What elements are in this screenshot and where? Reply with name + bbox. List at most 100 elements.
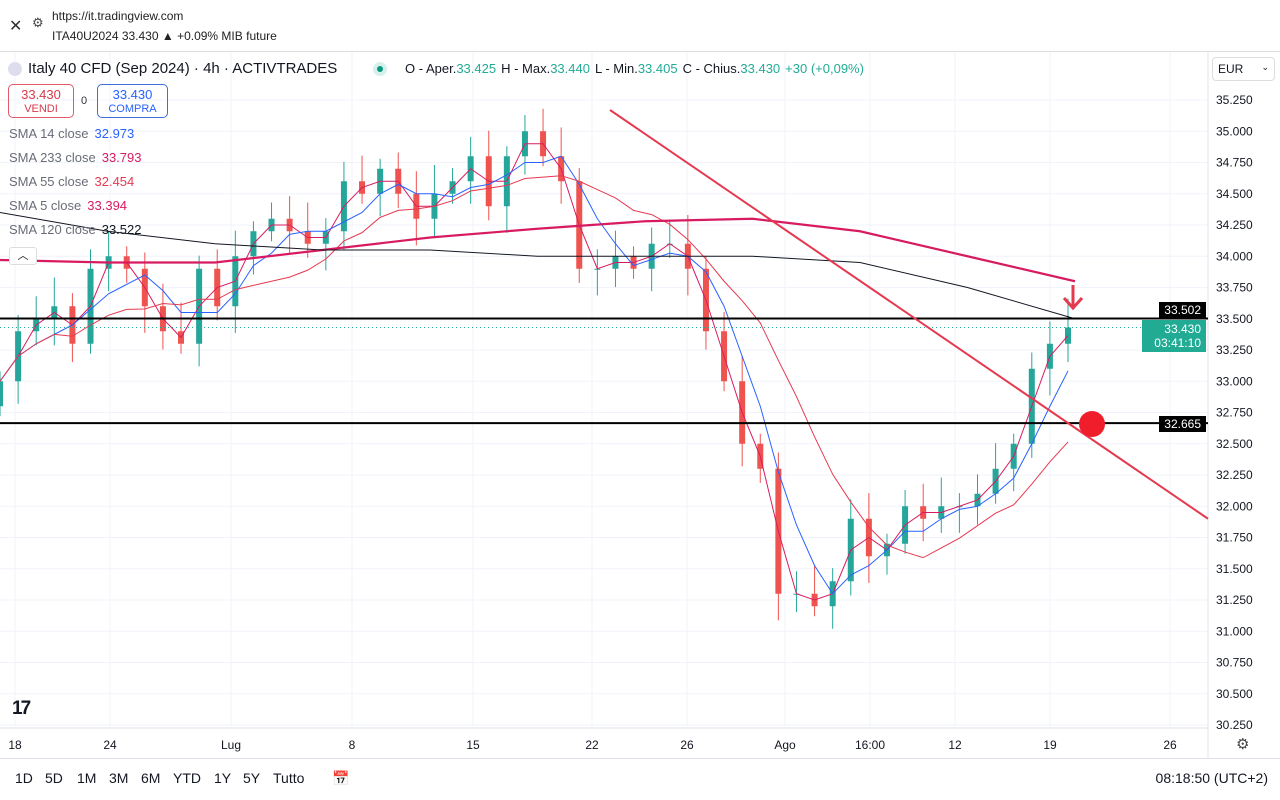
legend-name: SMA 120 close bbox=[9, 222, 96, 237]
y-tick-label: 34.500 bbox=[1216, 187, 1253, 201]
y-tick-label: 30.250 bbox=[1216, 718, 1253, 732]
currency-value: EUR bbox=[1218, 62, 1244, 76]
gear-icon[interactable]: ⚙ bbox=[1236, 736, 1250, 753]
y-tick-label: 32.750 bbox=[1216, 406, 1253, 420]
legend-item[interactable]: SMA 233 close 33.793 bbox=[9, 149, 141, 173]
browser-bar: ✕ ⚙ https://it.tradingview.com ITA40U202… bbox=[0, 0, 1280, 52]
clock: 08:18:50 (UTC+2) bbox=[1155, 770, 1268, 786]
y-tick-label: 32.000 bbox=[1216, 499, 1253, 513]
timeframe-5y[interactable]: 5Y bbox=[243, 770, 261, 786]
symbol-title-text: Italy 40 CFD (Sep 2024) · 4h · ACTIVTRAD… bbox=[28, 60, 338, 77]
y-tick-label: 33.000 bbox=[1216, 374, 1253, 388]
candle-body bbox=[0, 381, 3, 407]
symbol-logo-icon bbox=[8, 61, 22, 76]
timeframe-1d[interactable]: 1D bbox=[15, 770, 33, 786]
legend-name: SMA 14 close bbox=[9, 126, 89, 141]
y-tick-label: 35.250 bbox=[1216, 93, 1253, 107]
x-tick-label: 15 bbox=[466, 738, 480, 752]
current-price: 33.430 bbox=[1164, 322, 1201, 336]
legend-name: SMA 5 close bbox=[9, 198, 82, 213]
buy-price: 33.430 bbox=[112, 87, 153, 102]
sma-233-line bbox=[0, 217, 1076, 283]
x-tick-label: 19 bbox=[1043, 738, 1057, 752]
y-tick-label: 33.750 bbox=[1216, 281, 1253, 295]
sma-55-line bbox=[0, 175, 1069, 559]
x-tick-label: 24 bbox=[103, 738, 117, 752]
low-label: L - Min. bbox=[594, 61, 638, 76]
legend-value: 32.973 bbox=[94, 126, 135, 141]
spread: 0 bbox=[81, 95, 88, 107]
legend-item[interactable]: SMA 14 close 32.973 bbox=[9, 125, 141, 149]
timeframe-3m[interactable]: 3M bbox=[109, 770, 129, 786]
y-tick-label: 32.250 bbox=[1216, 468, 1253, 482]
sell-button[interactable]: 33.430 VENDI bbox=[8, 84, 74, 118]
tradingview-logo[interactable]: 17 bbox=[12, 698, 31, 719]
symbol-title[interactable]: Italy 40 CFD (Sep 2024) · 4h · ACTIVTRAD… bbox=[8, 60, 337, 77]
x-tick-label: 18 bbox=[8, 738, 22, 752]
date-range-icon[interactable]: 📅 bbox=[332, 770, 350, 786]
sell-label: VENDI bbox=[24, 103, 58, 115]
low-value: 33.405 bbox=[637, 61, 678, 76]
close-value: 33.430 bbox=[740, 61, 781, 76]
legend-item[interactable]: SMA 120 close 33.522 bbox=[9, 221, 141, 245]
buy-label: COMPRA bbox=[108, 103, 157, 115]
y-tick-label: 31.500 bbox=[1216, 562, 1253, 576]
open-value: 33.425 bbox=[456, 61, 497, 76]
timeframe-ytd[interactable]: YTD bbox=[173, 770, 201, 786]
trendline bbox=[609, 109, 1209, 520]
bottom-toolbar: 08:18:50 (UTC+2) 1D 5D 1M 3M 6M YTD 1Y 5Y Tutto 📅 bbox=[0, 758, 1280, 798]
legend-value: 33.522 bbox=[101, 222, 142, 237]
x-tick-label: Ago bbox=[774, 738, 796, 752]
page-subtitle: ITA40U2024 33.430 ▲ +0.09% MIB future bbox=[52, 29, 277, 43]
close-icon[interactable]: ✕ bbox=[9, 18, 23, 35]
url: https://it.tradingview.com bbox=[52, 9, 184, 23]
x-tick-label: Lug bbox=[221, 738, 241, 752]
change-value: +30 (+0,09%) bbox=[785, 61, 864, 76]
timeframe-1m[interactable]: 1M bbox=[77, 770, 97, 786]
legend-name: SMA 55 close bbox=[9, 174, 89, 189]
y-tick-label: 30.500 bbox=[1216, 687, 1253, 701]
timeframe-6m[interactable]: 6M bbox=[141, 770, 161, 786]
y-tick-label: 31.750 bbox=[1216, 531, 1253, 545]
y-tick-label: 34.000 bbox=[1216, 249, 1253, 263]
legend-value: 32.454 bbox=[94, 174, 135, 189]
x-tick-label: 26 bbox=[1163, 738, 1177, 752]
sma-120-line bbox=[0, 212, 1076, 320]
y-tick-label: 31.250 bbox=[1216, 593, 1253, 607]
legend-name: SMA 233 close bbox=[9, 150, 96, 165]
arrow-down-icon bbox=[1062, 285, 1084, 311]
y-tick-label: 33.500 bbox=[1216, 312, 1253, 326]
y-tick-label: 34.750 bbox=[1216, 156, 1253, 170]
legend-item[interactable]: SMA 55 close 32.454 bbox=[9, 173, 141, 197]
current-price-tag: 33.430 03:41:10 bbox=[1142, 320, 1206, 352]
x-tick-label: 8 bbox=[349, 738, 356, 752]
y-tick-label: 30.750 bbox=[1216, 656, 1253, 670]
marker-circle bbox=[1079, 411, 1105, 437]
y-tick-label: 35.000 bbox=[1216, 124, 1253, 138]
y-tick-label: 33.250 bbox=[1216, 343, 1253, 357]
timeframe-tutto[interactable]: Tutto bbox=[273, 770, 305, 786]
currency-select[interactable]: EUR ⌄ bbox=[1212, 57, 1275, 81]
legend-value: 33.394 bbox=[87, 198, 128, 213]
open-label: O - Aper. bbox=[405, 61, 457, 76]
x-tick-label: 22 bbox=[585, 738, 599, 752]
y-tick-label: 31.000 bbox=[1216, 624, 1253, 638]
x-tick-label: 16:00 bbox=[855, 738, 885, 752]
collapse-legend-button[interactable]: ︿ bbox=[9, 247, 37, 265]
legend-item[interactable]: SMA 5 close 33.394 bbox=[9, 197, 141, 221]
site-settings-icon[interactable]: ⚙ bbox=[32, 15, 44, 30]
sell-price: 33.430 bbox=[21, 87, 61, 102]
legend-value: 33.793 bbox=[101, 150, 142, 165]
y-tick-label: 34.250 bbox=[1216, 218, 1253, 232]
bar-countdown: 03:41:10 bbox=[1154, 336, 1201, 350]
indicator-legend: SMA 14 close 32.973 SMA 233 close 33.793 SMA… bbox=[9, 125, 141, 245]
y-tick-label: 32.500 bbox=[1216, 437, 1253, 451]
price-tag-line2: 32.665 bbox=[1159, 416, 1206, 432]
price-chart[interactable]: 35.250 35.000 34.750 34.500 34.250 34.000 33.7… bbox=[0, 52, 1280, 758]
ohlc-values: O - Aper.33.425 H - Max.33.440 L - Min.3… bbox=[405, 61, 864, 76]
high-value: 33.440 bbox=[550, 61, 590, 76]
buy-button[interactable]: 33.430 COMPRA bbox=[97, 84, 168, 118]
x-tick-label: 12 bbox=[948, 738, 962, 752]
timeframe-5d[interactable]: 5D bbox=[45, 770, 63, 786]
timeframe-1y[interactable]: 1Y bbox=[214, 770, 232, 786]
